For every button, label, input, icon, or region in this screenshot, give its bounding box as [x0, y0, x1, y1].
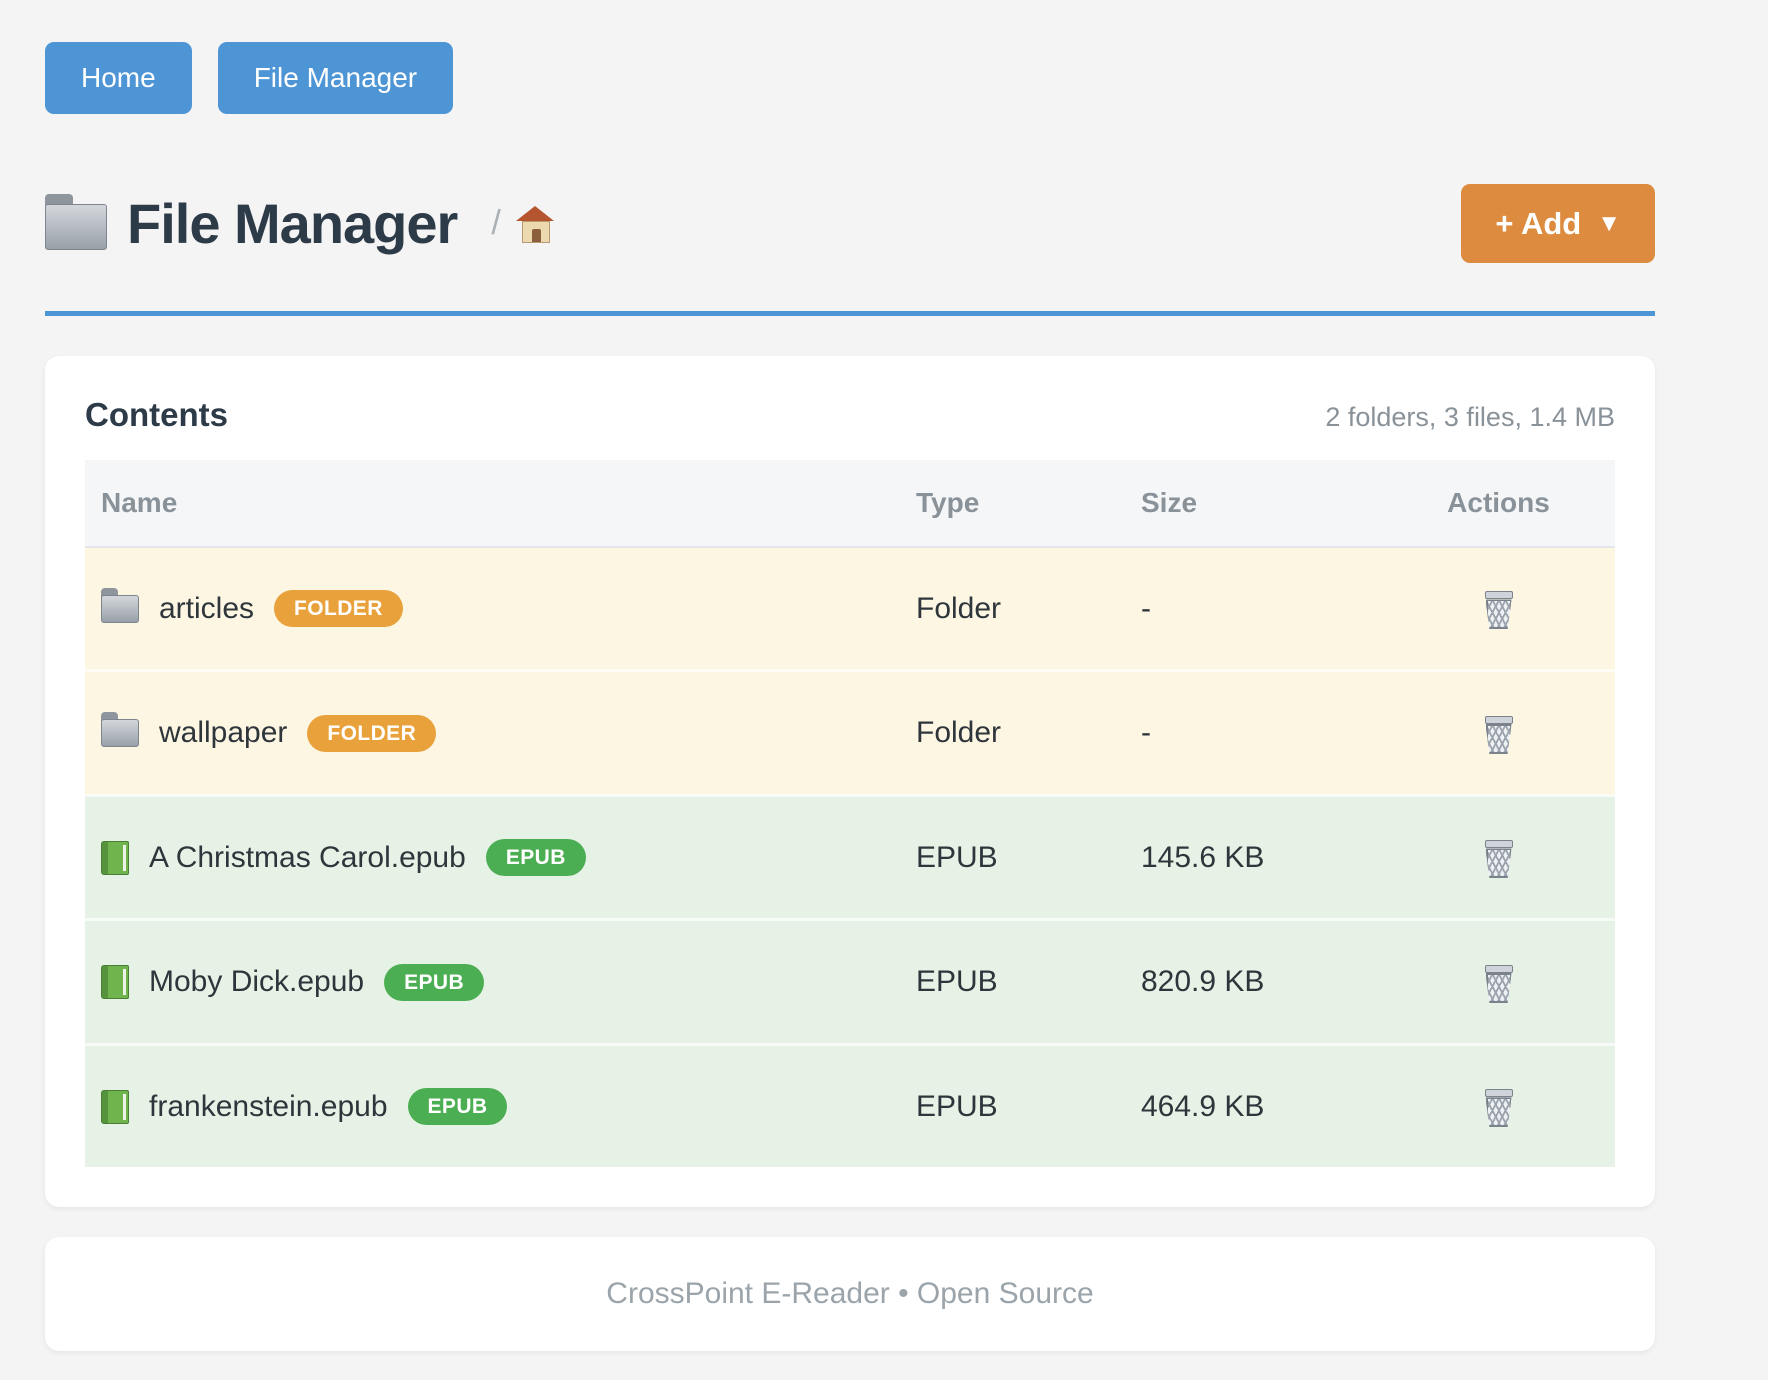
type-cell: EPUB [900, 793, 1125, 920]
table-row: frankenstein.epub EPUB EPUB 464.9 KB [85, 1042, 1615, 1168]
type-badge: FOLDER [274, 590, 403, 628]
breadcrumb-separator: / [491, 204, 501, 242]
home-icon-door [531, 228, 541, 242]
trash-icon [1482, 715, 1516, 754]
folder-icon [45, 193, 107, 250]
type-badge: FOLDER [307, 714, 437, 752]
table-row: articles FOLDER Folder - [85, 547, 1615, 671]
type-cell: EPUB [900, 1042, 1125, 1168]
column-header-type: Type [900, 460, 1125, 548]
contents-summary: 2 folders, 3 files, 1.4 MB [1325, 402, 1615, 432]
trash-icon [1482, 591, 1516, 629]
delete-button[interactable] [1482, 840, 1516, 878]
size-cell: - [1141, 591, 1151, 625]
delete-button[interactable] [1482, 964, 1516, 1003]
book-icon [101, 965, 129, 1000]
table-row: wallpaper FOLDER Folder - [85, 669, 1615, 796]
file-name-link[interactable]: wallpaper [159, 716, 288, 750]
book-icon [101, 840, 129, 875]
page: Home File Manager File Manager / + Add ▼… [45, 0, 1655, 1352]
delete-button[interactable] [1482, 1089, 1516, 1127]
footer-text: CrossPoint E-Reader • Open Source [606, 1277, 1094, 1311]
nav-button-home[interactable]: Home [45, 42, 192, 114]
card-title: Contents [85, 396, 228, 433]
header-divider [45, 311, 1655, 316]
size-cell: 464.9 KB [1125, 1042, 1390, 1168]
file-name-link[interactable]: articles [159, 591, 255, 625]
footer: CrossPoint E-Reader • Open Source [45, 1237, 1655, 1352]
type-badge: EPUB [407, 1088, 508, 1126]
page-header: File Manager / + Add ▼ [45, 184, 1655, 263]
file-name-link[interactable]: A Christmas Carol.epub [149, 840, 466, 874]
type-badge: EPUB [384, 963, 485, 1001]
table-header-row: Name Type Size Actions [85, 460, 1615, 548]
add-button[interactable]: + Add ▼ [1461, 184, 1655, 263]
trash-icon [1482, 964, 1516, 1003]
size-cell: 820.9 KB [1125, 918, 1390, 1045]
title-wrap: File Manager / [45, 191, 555, 256]
file-table: Name Type Size Actions articles FOLDER F… [85, 460, 1615, 1168]
delete-button[interactable] [1482, 591, 1516, 629]
folder-icon [101, 712, 139, 748]
column-header-actions: Actions [1390, 460, 1615, 548]
column-header-size: Size [1125, 460, 1390, 548]
size-cell: - [1125, 669, 1390, 796]
card-header: Contents 2 folders, 3 files, 1.4 MB [85, 396, 1615, 434]
type-cell: Folder [916, 591, 1002, 625]
home-icon[interactable] [515, 205, 555, 243]
top-nav: Home File Manager [45, 42, 1655, 114]
contents-card: Contents 2 folders, 3 files, 1.4 MB Name… [45, 356, 1655, 1208]
delete-button[interactable] [1482, 715, 1516, 754]
column-header-name: Name [85, 460, 900, 548]
size-cell: 145.6 KB [1125, 793, 1390, 920]
type-cell: EPUB [900, 918, 1125, 1045]
chevron-down-icon: ▼ [1597, 209, 1621, 237]
page-title: File Manager [127, 192, 458, 255]
trash-icon [1482, 840, 1516, 878]
type-cell: Folder [900, 669, 1125, 796]
table-row: A Christmas Carol.epub EPUB EPUB 145.6 K… [85, 793, 1615, 920]
file-name-link[interactable]: frankenstein.epub [149, 1089, 388, 1123]
nav-button-file-manager[interactable]: File Manager [217, 42, 454, 114]
file-name-link[interactable]: Moby Dick.epub [149, 965, 365, 999]
folder-icon [101, 587, 139, 623]
book-icon [101, 1089, 129, 1124]
breadcrumb: / [491, 204, 554, 243]
table-row: Moby Dick.epub EPUB EPUB 820.9 KB [85, 918, 1615, 1045]
type-badge: EPUB [485, 839, 586, 877]
add-button-label: + Add [1495, 206, 1582, 241]
trash-icon [1482, 1089, 1516, 1127]
